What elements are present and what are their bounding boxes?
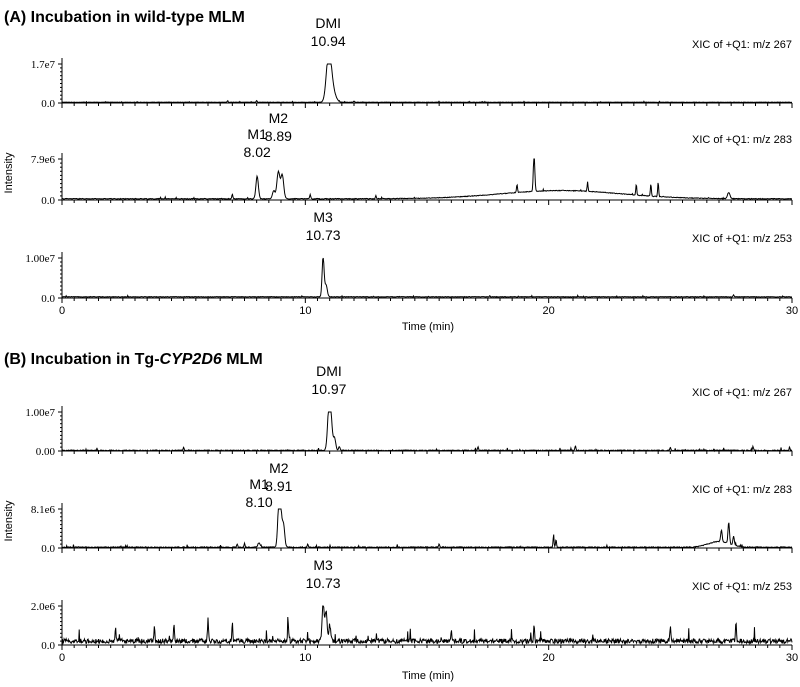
- panel-a-ylabel: Intensity: [3, 152, 15, 193]
- peak-time-dmi: 10.94: [311, 33, 346, 49]
- peak-name-m3: M3: [313, 209, 333, 225]
- xic-label: XIC of +Q1: m/z 267: [692, 39, 792, 51]
- y-tick-label: 1.00e7: [25, 407, 55, 419]
- y-tick-label: 0.00: [36, 446, 56, 458]
- panel-b-ylabel: Intensity: [3, 500, 15, 541]
- peak-time-m2: 8.89: [265, 128, 292, 144]
- y-tick-label: 7.9e6: [31, 154, 56, 166]
- y-tick-label: 1.00e7: [25, 253, 55, 265]
- x-tick-label: 10: [299, 652, 311, 664]
- chromatogram-trace: [61, 63, 793, 103]
- subplot-b2: 0.0 8.1e6 XIC of +Q1: m/z 283 M1 8.10 M2 8.91: [31, 460, 793, 555]
- x-tick-label: 0: [59, 652, 65, 664]
- panel-a-title: (A) Incubation in wild-type MLM: [4, 9, 245, 26]
- peak-name-m2: M2: [269, 110, 289, 126]
- y-tick-label: 2.0e6: [31, 601, 56, 613]
- y-tick-label: 0.0: [41, 640, 55, 652]
- peak-time-m1: 8.02: [244, 144, 271, 160]
- x-tick-label: 10: [299, 305, 311, 317]
- xic-label: XIC of +Q1: m/z 253: [692, 233, 792, 245]
- x-tick-label: 20: [543, 305, 555, 317]
- xic-label: XIC of +Q1: m/z 267: [692, 387, 792, 399]
- y-tick-label: 0.0: [41, 195, 55, 207]
- y-tick-label: 0.0: [41, 543, 55, 555]
- peak-time-dmi: 10.97: [311, 381, 346, 397]
- peak-time-m1: 8.10: [245, 494, 272, 510]
- chromatogram-trace: [61, 508, 793, 549]
- y-tick-label: 0.0: [41, 98, 55, 110]
- chromatogram-trace: [61, 257, 793, 298]
- peak-time-m2: 8.91: [265, 478, 292, 494]
- xic-label: XIC of +Q1: m/z 283: [692, 484, 792, 496]
- xic-label: XIC of +Q1: m/z 253: [692, 581, 792, 593]
- panel-a-xlabel: Time (min): [402, 321, 454, 333]
- panel-b-title-gene: CYP2D6: [160, 351, 222, 368]
- peak-name-m1: M1: [249, 476, 269, 492]
- y-tick-label: 1.7e7: [31, 59, 56, 71]
- peak-name-m1: M1: [247, 126, 267, 142]
- chromatogram-trace: [61, 605, 793, 646]
- peak-name-m3: M3: [313, 557, 333, 573]
- peak-name-dmi: DMI: [315, 15, 341, 31]
- chromatogram-trace: [61, 411, 793, 453]
- peak-name-m2: M2: [269, 460, 289, 476]
- panel-b-xlabel: Time (min): [402, 670, 454, 682]
- panel-b-title-prefix: (B) Incubation in Tg-: [4, 351, 160, 368]
- subplot-b3: 0.0 2.0e6 0 10 20 30 XIC of +Q1: m/z 253 M3 10.7…: [31, 557, 798, 664]
- x-tick-label: 30: [786, 652, 798, 664]
- x-tick-label: 20: [543, 652, 555, 664]
- chromatogram-trace: [61, 158, 793, 200]
- subplot-a1: 0.0 1.7e7 XIC of +Q1: m/z 267 DMI 10.94: [31, 15, 793, 110]
- subplots-group: 0.0 1.7e7 XIC of +Q1: m/z 267 DMI 10.94 0.0 7.…: [25, 15, 798, 664]
- x-tick-label: 0: [59, 305, 65, 317]
- panel-b-title: (B) Incubation in Tg-CYP2D6 MLM: [4, 351, 263, 368]
- subplot-a2: 0.0 7.9e6 XIC of +Q1: m/z 283 M1 8.02 M2 8.89: [31, 110, 793, 207]
- subplot-a3: 0.0 1.00e7 0 10 20 30 XIC of +Q1: m/z 253 M3 10.…: [25, 209, 798, 317]
- y-tick-label: 0.0: [41, 293, 55, 305]
- subplot-b1: 0.00 1.00e7 XIC of +Q1: m/z 267 DMI 10.97: [25, 363, 793, 458]
- x-tick-label: 30: [786, 305, 798, 317]
- peak-time-m3: 10.73: [306, 575, 341, 591]
- xic-label: XIC of +Q1: m/z 283: [692, 134, 792, 146]
- peak-time-m3: 10.73: [306, 227, 341, 243]
- peak-name-dmi: DMI: [316, 363, 342, 379]
- panel-b-title-suffix: MLM: [222, 351, 263, 368]
- y-tick-label: 8.1e6: [31, 504, 56, 516]
